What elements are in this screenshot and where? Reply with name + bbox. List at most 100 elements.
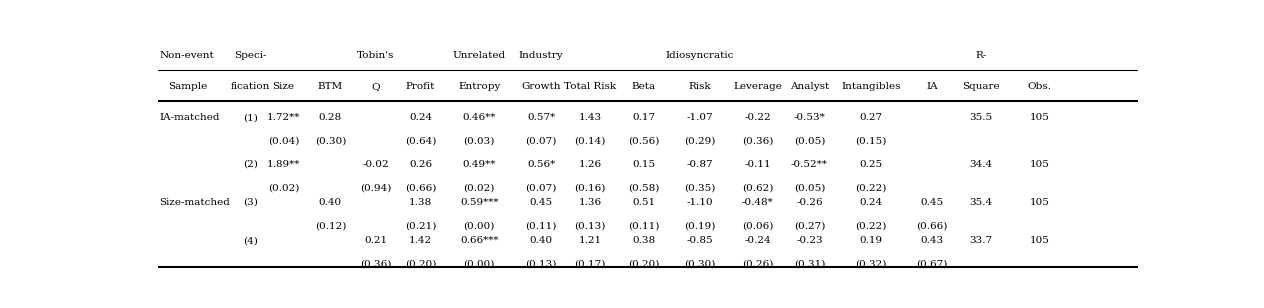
Text: Leverage: Leverage <box>733 82 782 91</box>
Text: (0.22): (0.22) <box>856 183 887 192</box>
Text: -0.23: -0.23 <box>796 237 823 245</box>
Text: (1): (1) <box>243 113 258 122</box>
Text: (0.30): (0.30) <box>315 137 346 146</box>
Text: 1.72**: 1.72** <box>267 113 300 122</box>
Text: (0.66): (0.66) <box>404 183 436 192</box>
Text: (0.13): (0.13) <box>526 260 556 269</box>
Text: 0.40: 0.40 <box>530 237 552 245</box>
Text: IA: IA <box>927 82 938 91</box>
Text: (0.05): (0.05) <box>794 137 825 146</box>
Text: 33.7: 33.7 <box>969 237 992 245</box>
Text: 0.26: 0.26 <box>410 160 432 168</box>
Text: -0.48*: -0.48* <box>742 198 774 207</box>
Text: (0.20): (0.20) <box>628 260 660 269</box>
Text: (0.36): (0.36) <box>742 137 774 146</box>
Text: 105: 105 <box>1030 237 1049 245</box>
Text: (0.16): (0.16) <box>574 183 605 192</box>
Text: 0.51: 0.51 <box>632 198 656 207</box>
Text: (0.17): (0.17) <box>574 260 605 269</box>
Text: (0.94): (0.94) <box>360 183 391 192</box>
Text: (0.02): (0.02) <box>268 183 300 192</box>
Text: (0.27): (0.27) <box>794 221 825 230</box>
Text: (0.67): (0.67) <box>916 260 948 269</box>
Text: 0.46**: 0.46** <box>463 113 495 122</box>
Text: (0.35): (0.35) <box>684 183 715 192</box>
Text: (0.22): (0.22) <box>856 221 887 230</box>
Text: 0.28: 0.28 <box>319 113 343 122</box>
Text: -0.11: -0.11 <box>744 160 771 168</box>
Text: Profit: Profit <box>406 82 435 91</box>
Text: 0.17: 0.17 <box>632 113 656 122</box>
Text: (0.66): (0.66) <box>916 221 948 230</box>
Text: Beta: Beta <box>632 82 656 91</box>
Text: Non-event: Non-event <box>161 51 215 60</box>
Text: R-: R- <box>976 51 986 60</box>
Text: Intangibles: Intangibles <box>842 82 901 91</box>
Text: (0.00): (0.00) <box>464 260 495 269</box>
Text: Growth: Growth <box>521 82 561 91</box>
Text: (0.20): (0.20) <box>404 260 436 269</box>
Text: (0.07): (0.07) <box>526 183 556 192</box>
Text: Industry: Industry <box>518 51 564 60</box>
Text: 105: 105 <box>1030 113 1049 122</box>
Text: 0.27: 0.27 <box>860 113 882 122</box>
Text: 0.49**: 0.49** <box>463 160 495 168</box>
Text: (0.56): (0.56) <box>628 137 660 146</box>
Text: (0.06): (0.06) <box>742 221 774 230</box>
Text: Tobin's: Tobin's <box>356 51 394 60</box>
Text: (0.02): (0.02) <box>464 183 495 192</box>
Text: -0.53*: -0.53* <box>794 113 825 122</box>
Text: BTM: BTM <box>317 82 343 91</box>
Text: 1.89**: 1.89** <box>267 160 300 168</box>
Text: (0.64): (0.64) <box>404 137 436 146</box>
Text: 0.43: 0.43 <box>920 237 943 245</box>
Text: 0.25: 0.25 <box>860 160 882 168</box>
Text: 0.59***: 0.59*** <box>460 198 498 207</box>
Text: -0.02: -0.02 <box>363 160 389 168</box>
Text: (0.14): (0.14) <box>574 137 605 146</box>
Text: 105: 105 <box>1030 198 1049 207</box>
Text: 0.66***: 0.66*** <box>460 237 498 245</box>
Text: -0.22: -0.22 <box>744 113 771 122</box>
Text: (0.03): (0.03) <box>464 137 495 146</box>
Text: 0.19: 0.19 <box>860 237 882 245</box>
Text: (0.32): (0.32) <box>856 260 887 269</box>
Text: 0.38: 0.38 <box>632 237 656 245</box>
Text: 0.45: 0.45 <box>920 198 943 207</box>
Text: Idiosyncratic: Idiosyncratic <box>666 51 734 60</box>
Text: 34.4: 34.4 <box>969 160 992 168</box>
Text: (0.31): (0.31) <box>794 260 825 269</box>
Text: -0.87: -0.87 <box>686 160 713 168</box>
Text: -0.85: -0.85 <box>686 237 713 245</box>
Text: (2): (2) <box>243 160 258 168</box>
Text: 35.4: 35.4 <box>969 198 992 207</box>
Text: (4): (4) <box>243 237 258 245</box>
Text: 1.21: 1.21 <box>579 237 602 245</box>
Text: (0.13): (0.13) <box>574 221 605 230</box>
Text: Speci-: Speci- <box>234 51 267 60</box>
Text: 1.42: 1.42 <box>410 237 432 245</box>
Text: 105: 105 <box>1030 160 1049 168</box>
Text: 1.36: 1.36 <box>579 198 602 207</box>
Text: 0.24: 0.24 <box>410 113 432 122</box>
Text: 0.21: 0.21 <box>364 237 387 245</box>
Text: 0.40: 0.40 <box>319 198 343 207</box>
Text: (0.12): (0.12) <box>315 221 346 230</box>
Text: (0.15): (0.15) <box>856 137 887 146</box>
Text: (0.05): (0.05) <box>794 183 825 192</box>
Text: 0.24: 0.24 <box>860 198 882 207</box>
Text: 1.43: 1.43 <box>579 113 602 122</box>
Text: (3): (3) <box>243 198 258 207</box>
Text: (0.00): (0.00) <box>464 221 495 230</box>
Text: Analyst: Analyst <box>790 82 829 91</box>
Text: (0.04): (0.04) <box>268 137 300 146</box>
Text: 35.5: 35.5 <box>969 113 992 122</box>
Text: Q: Q <box>372 82 379 91</box>
Text: -0.24: -0.24 <box>744 237 771 245</box>
Text: (0.58): (0.58) <box>628 183 660 192</box>
Text: -1.10: -1.10 <box>686 198 713 207</box>
Text: 0.45: 0.45 <box>530 198 552 207</box>
Text: 1.38: 1.38 <box>410 198 432 207</box>
Text: (0.29): (0.29) <box>684 137 715 146</box>
Text: Square: Square <box>962 82 1000 91</box>
